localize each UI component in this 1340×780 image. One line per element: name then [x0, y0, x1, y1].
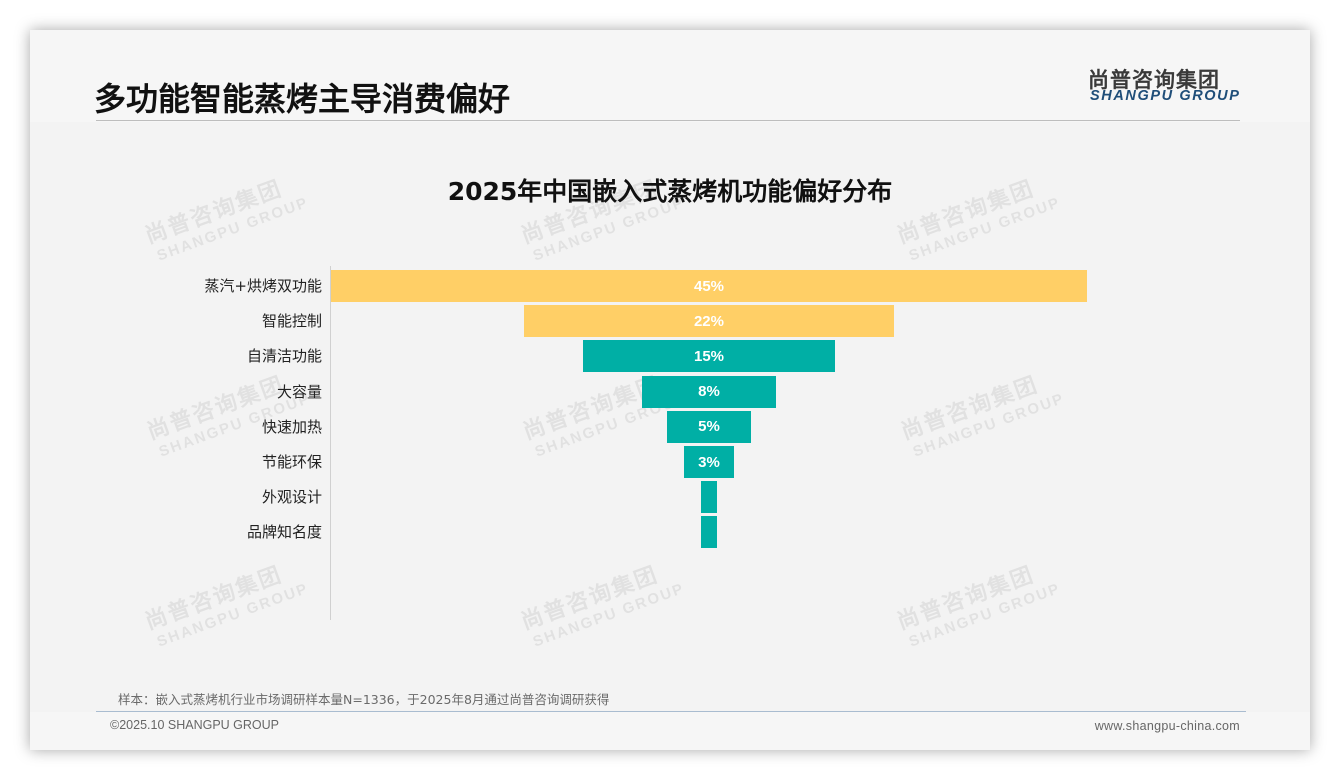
funnel-bar: 3% — [683, 446, 735, 478]
funnel-bar: 15% — [583, 340, 835, 373]
bar-value-label: 5% — [698, 418, 720, 436]
sample-note: 样本：嵌入式蒸烤机行业市场调研样本量N=1336，于2025年8月通过尚普咨询调… — [118, 692, 610, 707]
logo-text-cn: 尚普咨询集团 — [1088, 68, 1220, 92]
funnel-bar: 45% — [331, 270, 1087, 302]
watermark: 尚普咨询集团 SHANGPU GROUP — [892, 550, 1063, 652]
category-label: 蒸汽+烘烤双功能 — [204, 277, 322, 295]
bar-value-label: 15% — [693, 347, 725, 365]
funnel-bar: 5% — [667, 410, 751, 443]
copyright-text: ©2025.10 SHANGPU GROUP — [110, 718, 279, 732]
watermark-en: SHANGPU GROUP — [906, 579, 1064, 651]
category-label: 品牌知名度 — [246, 523, 322, 542]
category-label: 自清洁功能 — [246, 347, 322, 366]
header-band — [30, 30, 1310, 122]
funnel-bar: 8% — [641, 375, 777, 408]
watermark-cn: 尚普咨询集团 — [894, 562, 1038, 636]
website-text: www.shangpu-china.com — [1094, 719, 1240, 733]
chart-title: 2025年中国嵌入式蒸烤机功能偏好分布 — [447, 177, 893, 206]
category-label: 智能控制 — [261, 312, 322, 331]
watermark: 尚普咨询集团 SHANGPU GROUP — [896, 360, 1067, 462]
category-label: 大容量 — [276, 382, 322, 401]
bar-value-label: 8% — [698, 383, 720, 401]
page-title: 多功能智能蒸烤主导消费偏好 — [94, 80, 511, 118]
header-divider — [96, 120, 1240, 121]
footer-divider — [96, 711, 1246, 712]
category-axis-line — [330, 266, 331, 620]
bar-value-label: 45% — [693, 277, 725, 295]
watermark-cn: 尚普咨询集团 — [142, 562, 286, 636]
logo-text-en: SHANGPU GROUP — [1090, 88, 1241, 104]
watermark-cn: 尚普咨询集团 — [898, 372, 1042, 446]
funnel-bar — [700, 481, 718, 514]
category-label: 外观设计 — [261, 488, 322, 507]
watermark: 尚普咨询集团 SHANGPU GROUP — [140, 550, 311, 652]
watermark-cn: 尚普咨询集团 — [518, 562, 662, 636]
bar-value-label: 22% — [693, 312, 724, 330]
watermark-en: SHANGPU GROUP — [910, 389, 1068, 461]
watermark-en: SHANGPU GROUP — [154, 579, 312, 651]
funnel-bar — [700, 516, 718, 549]
bar-value-label: 3% — [698, 453, 720, 471]
funnel-bar: 22% — [524, 305, 894, 338]
slide: 多功能智能蒸烤主导消费偏好 尚普咨询集团 SHANGPU GROUP 尚普咨询集… — [30, 30, 1310, 750]
watermark: 尚普咨询集团 SHANGPU GROUP — [516, 550, 687, 652]
watermark-en: SHANGPU GROUP — [530, 579, 688, 651]
footer-band — [30, 712, 1310, 750]
category-label: 快速加热 — [261, 417, 322, 436]
category-label: 节能环保 — [261, 453, 322, 471]
